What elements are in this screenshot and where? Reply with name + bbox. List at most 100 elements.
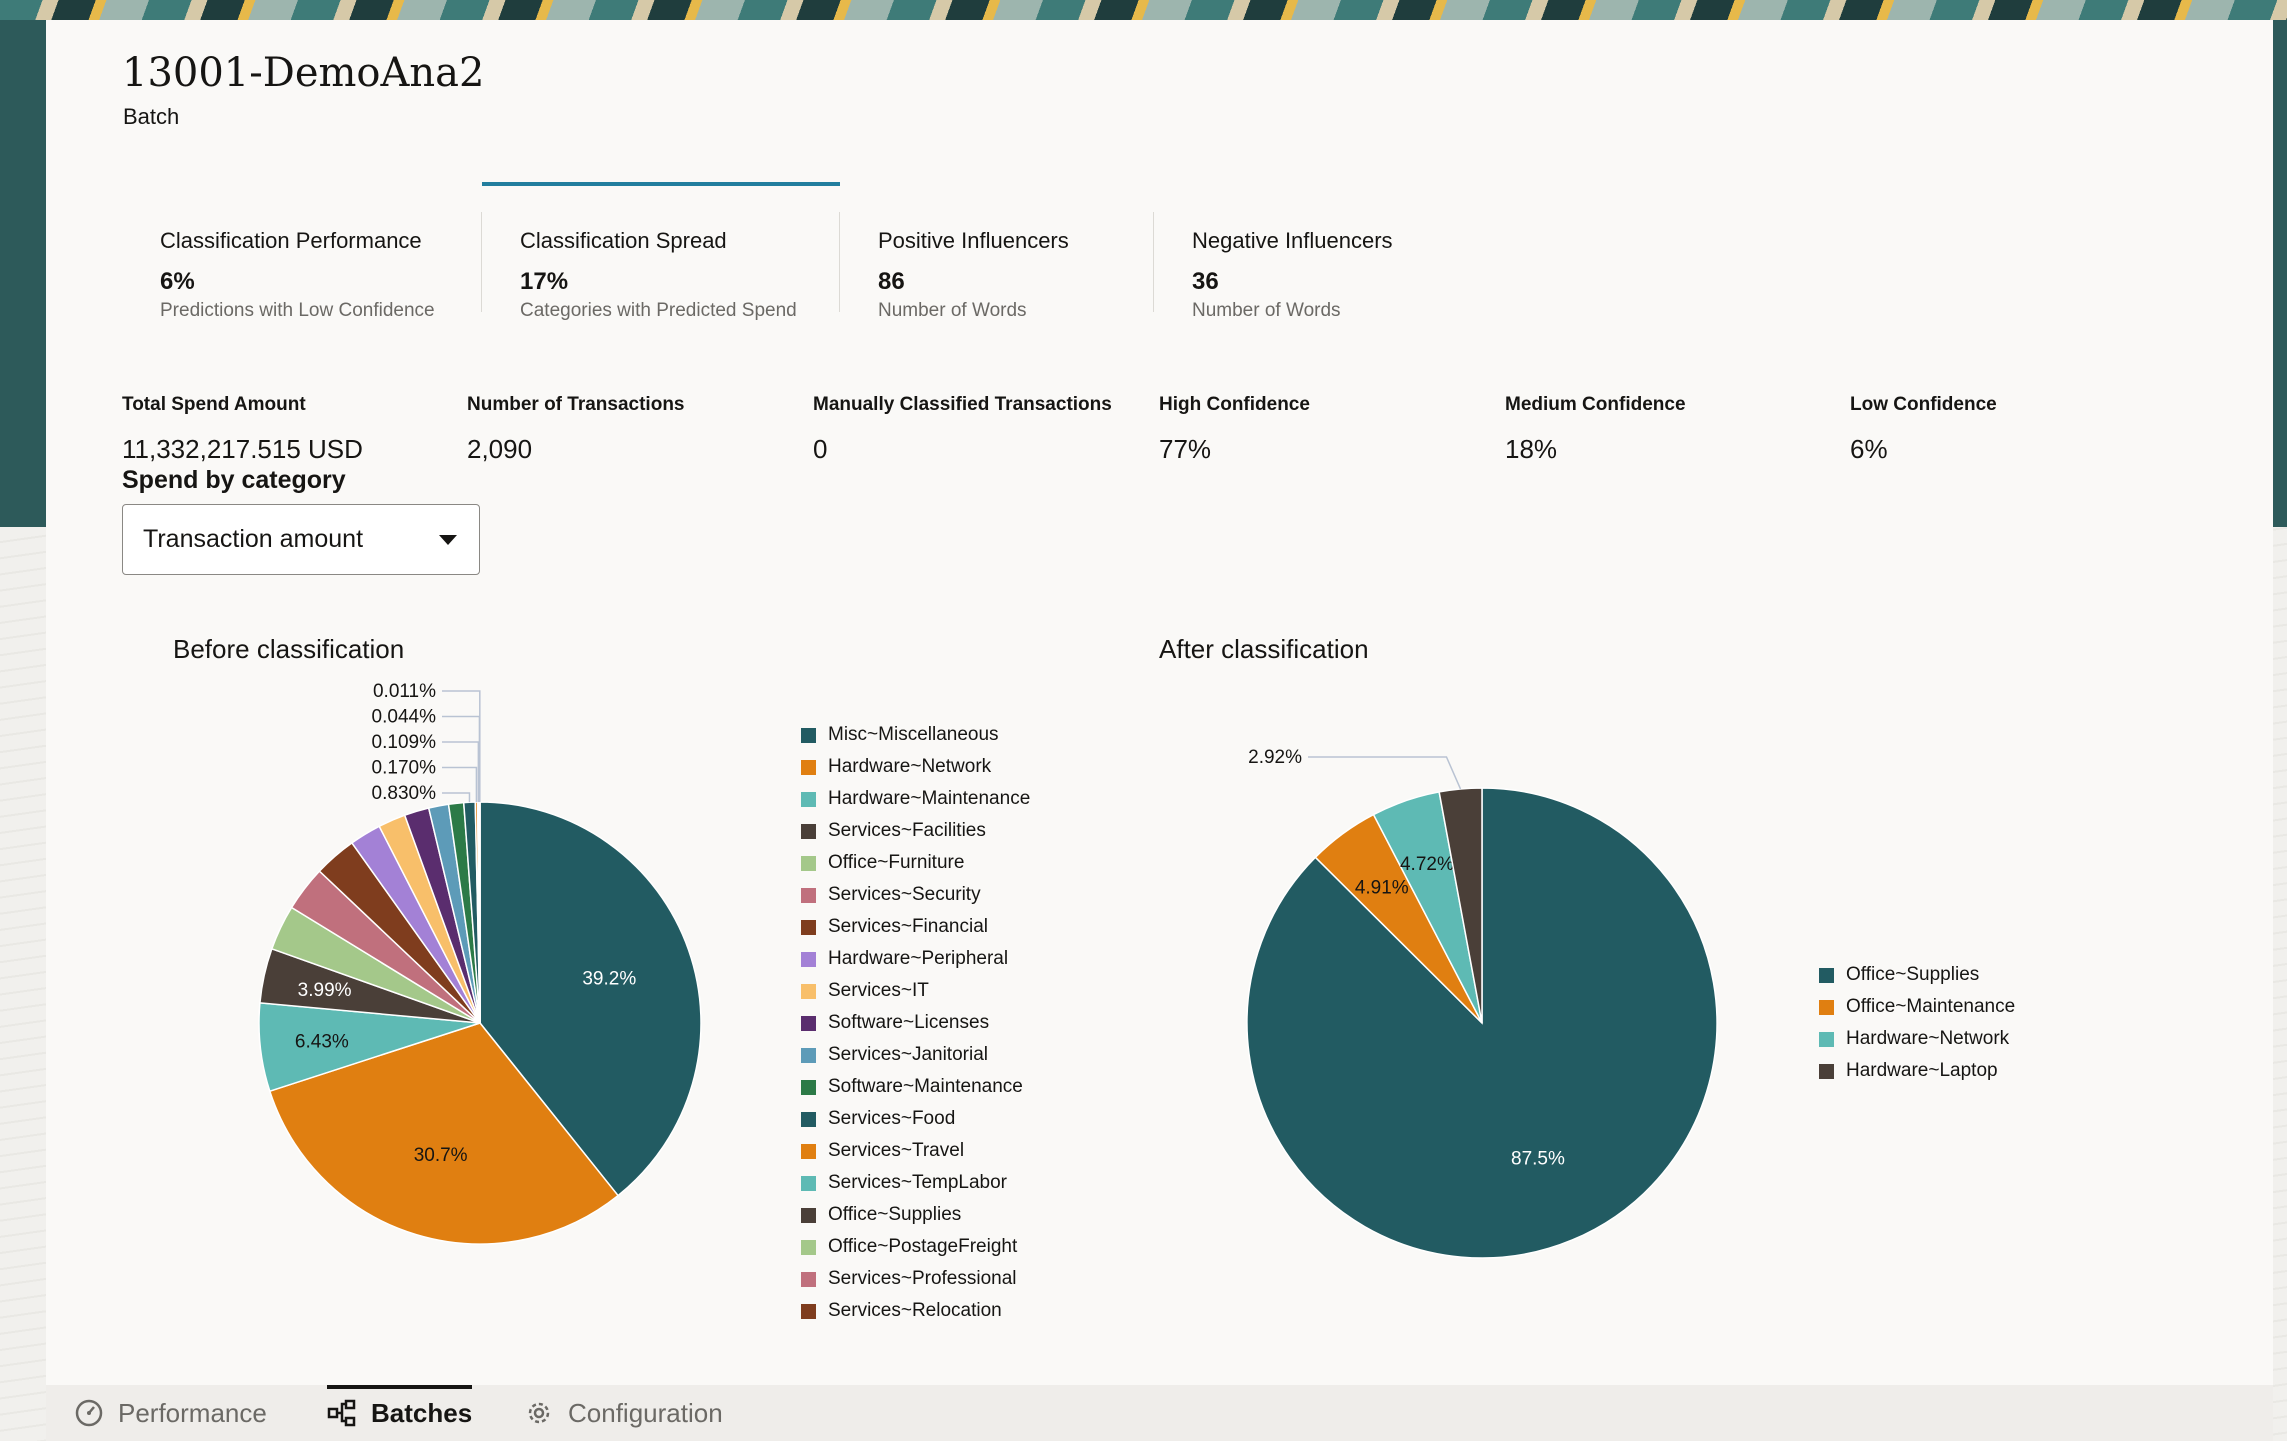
legend-swatch xyxy=(801,951,816,967)
metric-low-confidence: Low Confidence 6% xyxy=(1850,394,1997,465)
legend-label: Hardware~Laptop xyxy=(1846,1060,1998,1081)
legend-item[interactable]: Office~Supplies xyxy=(801,1199,1030,1231)
before-legend: Misc~Miscellaneous Hardware~Network Hardwa… xyxy=(801,719,1030,1327)
metric-value: 77% xyxy=(1159,434,1212,464)
legend-item[interactable]: Services~IT xyxy=(801,975,1030,1007)
metric-value: 2,090 xyxy=(467,434,533,464)
legend-item[interactable]: Services~TempLabor xyxy=(801,1167,1030,1199)
pie-slice-misc-miscellaneous[interactable] xyxy=(479,801,702,1197)
tab-positive-influencers[interactable]: Positive Influencers 86 Number of Words xyxy=(840,202,1154,321)
legend-item[interactable]: Services~Financial xyxy=(801,911,1030,943)
tab-sublabel: Number of Words xyxy=(878,300,1027,321)
tab-classification-performance[interactable]: Classification Performance 6% Prediction… xyxy=(122,202,482,321)
pie-callout-label: 0.044% xyxy=(372,707,437,728)
pie-callout-label: 0.011% xyxy=(373,681,436,702)
metric-manually-classified: Manually Classified Transactions 0 xyxy=(813,394,1112,465)
legend-item[interactable]: Hardware~Peripheral xyxy=(801,943,1030,975)
pie-callout-line xyxy=(1308,756,1462,790)
legend-swatch xyxy=(801,791,816,807)
nav-label: Configuration xyxy=(568,1397,723,1428)
legend-item[interactable]: Hardware~Maintenance xyxy=(801,783,1030,815)
legend-swatch xyxy=(801,1175,816,1191)
tab-classification-spread[interactable]: Classification Spread 17% Categories wit… xyxy=(482,182,840,321)
tab-sublabel: Categories with Predicted Spend xyxy=(520,300,797,321)
legend-item[interactable]: Misc~Miscellaneous xyxy=(801,719,1030,751)
metric-value: 6% xyxy=(1850,434,1888,464)
legend-item[interactable]: Services~Relocation xyxy=(801,1295,1030,1327)
legend-label: Hardware~Network xyxy=(828,756,992,777)
legend-swatch xyxy=(801,1271,816,1287)
pie-data-label: 39.2% xyxy=(582,969,636,990)
legend-item[interactable]: Services~Food xyxy=(801,1103,1030,1135)
tab-label: Negative Influencers xyxy=(1192,228,1393,253)
legend-swatch xyxy=(801,1047,816,1063)
pie-callout-label: 0.830% xyxy=(372,783,437,804)
after-chart-title: After classification xyxy=(1159,634,1369,664)
legend-label: Software~Maintenance xyxy=(828,1076,1023,1097)
legend-item[interactable]: Office~PostageFreight xyxy=(801,1231,1030,1263)
tab-sublabel: Predictions with Low Confidence xyxy=(160,300,435,321)
legend-item[interactable]: Services~Security xyxy=(801,879,1030,911)
legend-swatch xyxy=(801,1015,816,1031)
legend-item[interactable]: Office~Furniture xyxy=(801,847,1030,879)
legend-item[interactable]: Services~Janitorial xyxy=(801,1039,1030,1071)
legend-swatch xyxy=(1819,1031,1834,1047)
summary-metrics: Total Spend Amount 11,332,217.515 USD Nu… xyxy=(122,394,2122,474)
metric-value: 0 xyxy=(813,434,828,464)
legend-swatch xyxy=(801,759,816,775)
pie-slice-hardware-laptop[interactable] xyxy=(1438,787,1483,1024)
tab-label: Classification Spread xyxy=(520,228,727,253)
tab-divider xyxy=(481,212,482,312)
legend-item[interactable]: Hardware~Laptop xyxy=(1819,1055,2015,1087)
legend-item[interactable]: Software~Licenses xyxy=(801,1007,1030,1039)
legend-swatch xyxy=(1819,999,1834,1015)
legend-label: Office~PostageFreight xyxy=(828,1236,1018,1257)
legend-item[interactable]: Services~Travel xyxy=(801,1135,1030,1167)
nav-label: Batches xyxy=(371,1397,473,1428)
pie-callout-label: 0.109% xyxy=(372,732,437,753)
legend-swatch xyxy=(801,983,816,999)
legend-label: Office~Supplies xyxy=(1846,964,1980,985)
legend-label: Services~Facilities xyxy=(828,820,986,841)
legend-label: Misc~Miscellaneous xyxy=(828,724,999,745)
metric-value: 18% xyxy=(1505,434,1558,464)
legend-swatch xyxy=(1819,1063,1834,1079)
legend-item[interactable]: Hardware~Network xyxy=(1819,1023,2015,1055)
pie-callout-label: 2.92% xyxy=(1248,747,1302,768)
legend-label: Services~Financial xyxy=(828,916,988,937)
metric-label: Low Confidence xyxy=(1850,394,1997,415)
gear-icon xyxy=(524,1398,554,1428)
nav-performance[interactable]: Performance xyxy=(74,1385,267,1441)
metric-medium-confidence: Medium Confidence 18% xyxy=(1505,394,1686,465)
legend-label: Services~IT xyxy=(828,980,929,1001)
legend-swatch xyxy=(801,855,816,871)
nav-batches[interactable]: Batches xyxy=(327,1385,473,1441)
pie-data-label: 4.91% xyxy=(1355,878,1409,899)
tab-negative-influencers[interactable]: Negative Influencers 36 Number of Words xyxy=(1154,202,1474,321)
tab-divider xyxy=(1153,212,1154,312)
bottom-nav: Performance Batches Configuration xyxy=(46,1385,2273,1441)
nav-configuration[interactable]: Configuration xyxy=(524,1385,723,1441)
legend-swatch xyxy=(801,1079,816,1095)
tab-label: Positive Influencers xyxy=(878,228,1069,253)
legend-label: Services~Travel xyxy=(828,1140,965,1161)
legend-swatch xyxy=(1819,967,1834,983)
pie-callout-line xyxy=(442,741,480,803)
legend-label: Hardware~Maintenance xyxy=(828,788,1031,809)
legend-item[interactable]: Software~Maintenance xyxy=(801,1071,1030,1103)
legend-item[interactable]: Office~Maintenance xyxy=(1819,991,2015,1023)
legend-item[interactable]: Services~Facilities xyxy=(801,815,1030,847)
amount-select[interactable]: Transaction amount xyxy=(122,504,480,575)
pie-callout-line xyxy=(442,715,481,803)
metric-label: Total Spend Amount xyxy=(122,394,306,415)
nav-label: Performance xyxy=(118,1397,267,1428)
background-pattern xyxy=(0,0,2287,20)
legend-item[interactable]: Office~Supplies xyxy=(1819,959,2015,991)
legend-item[interactable]: Services~Professional xyxy=(801,1263,1030,1295)
pie-slice-hardware-network[interactable] xyxy=(268,1022,620,1245)
legend-item[interactable]: Hardware~Network xyxy=(801,751,1030,783)
legend-swatch xyxy=(801,887,816,903)
hierarchy-icon xyxy=(327,1398,357,1428)
legend-swatch xyxy=(801,919,816,935)
metric-label: Medium Confidence xyxy=(1505,394,1686,415)
